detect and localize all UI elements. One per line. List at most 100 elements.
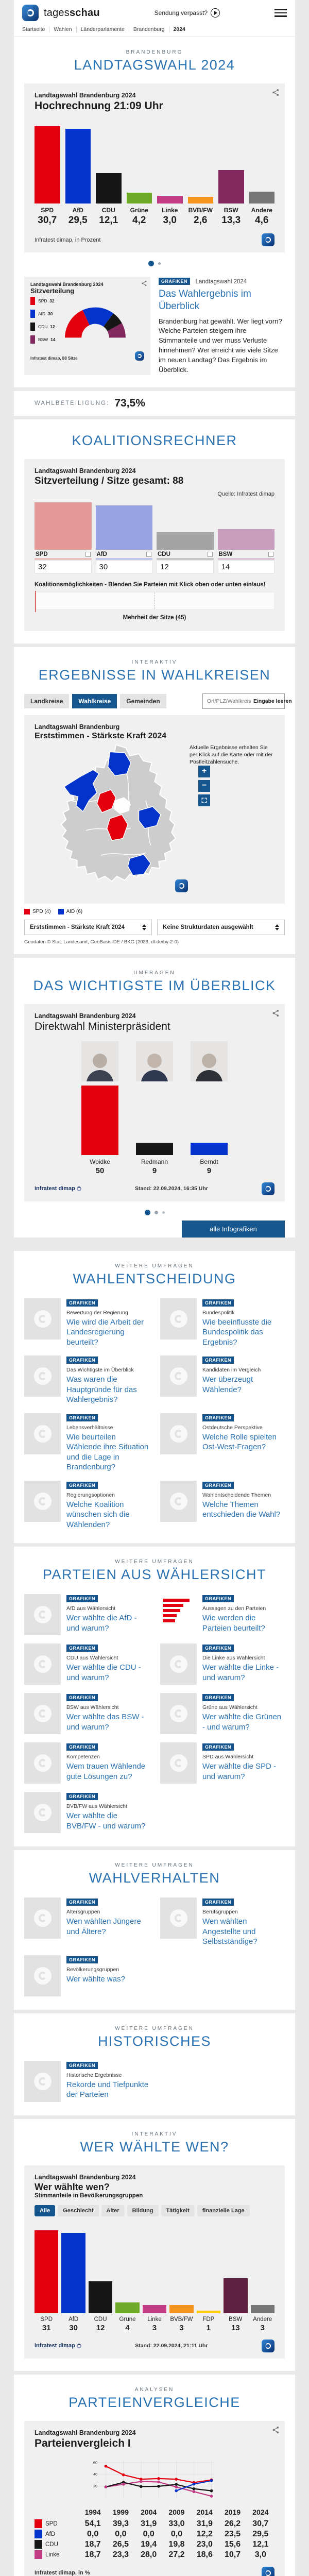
share-icon[interactable] bbox=[272, 2426, 280, 2436]
seat-input[interactable]: 14 bbox=[217, 560, 274, 573]
carousel-dot[interactable] bbox=[162, 1211, 165, 1214]
teaser-card[interactable]: GRAFIKEN Bevölkerungsgruppen Wer wählte wa… bbox=[24, 1955, 149, 1996]
carousel-dot[interactable] bbox=[158, 262, 161, 265]
zoom-out-button[interactable]: − bbox=[198, 779, 210, 792]
seat-bar[interactable] bbox=[95, 505, 152, 550]
teaser-card[interactable]: GRAFIKEN BVB/FW aus Wählersicht Wer wählte… bbox=[24, 1792, 149, 1834]
teaser-card[interactable]: GRAFIKEN Altersgruppen Wen wählten Jüngere… bbox=[24, 1897, 149, 1947]
bar-andere[interactable] bbox=[250, 2304, 274, 2313]
breadcrumb-item[interactable]: 2024 bbox=[173, 26, 185, 32]
teaser-card[interactable]: GRAFIKEN AfD aus Wählersicht Wer wählte di… bbox=[24, 1594, 149, 1636]
teaser-title[interactable]: Wer wählte was? bbox=[66, 1974, 125, 1984]
share-icon[interactable] bbox=[272, 89, 280, 99]
brand-wordmark[interactable]: tagesschau bbox=[44, 7, 100, 19]
teaser-card[interactable]: GRAFIKEN CDU aus Wählersicht Wer wählte di… bbox=[24, 1643, 149, 1685]
teaser-card[interactable]: GRAFIKEN Aussagen zu den Parteien Wie werd… bbox=[160, 1594, 285, 1636]
bar-andere[interactable] bbox=[249, 192, 274, 204]
bar-linke[interactable] bbox=[142, 2304, 167, 2313]
teaser-card[interactable]: GRAFIKEN Das Wichtigste im Überblick Was w… bbox=[24, 1355, 149, 1405]
filter-alter[interactable]: Alter bbox=[101, 2205, 125, 2216]
teaser-title[interactable]: Wie beurteilen Wählende ihre Situation u… bbox=[66, 1432, 149, 1472]
teaser-title[interactable]: Wer wählte die SPD - und warum? bbox=[202, 1762, 277, 1781]
sendung-verpasst-link[interactable]: Sendung verpasst? bbox=[154, 8, 220, 18]
teaser-card[interactable]: GRAFIKEN Bundespolitik Wie beeinflusste di… bbox=[160, 1298, 285, 1348]
filter-taetigkeit[interactable]: Tätigkeit bbox=[161, 2205, 195, 2216]
party-checkbox[interactable] bbox=[268, 551, 273, 557]
seat-bar[interactable] bbox=[217, 529, 274, 550]
bar-bvbfw[interactable] bbox=[169, 2304, 194, 2313]
bar-bsw[interactable] bbox=[218, 170, 244, 204]
teaser-title[interactable]: Wer wählte die BVB/FW - und warum? bbox=[66, 1811, 146, 1831]
teaser-title[interactable]: Wie wird die Arbeit der Landesregierung … bbox=[66, 1317, 144, 1347]
fullscreen-button[interactable] bbox=[198, 794, 210, 806]
teaser-title[interactable]: Welche Rolle spielten Ost-West-Fragen? bbox=[202, 1432, 277, 1452]
teaser-card[interactable]: GRAFIKEN Die Linke aus Wählersicht Wer wäh… bbox=[160, 1643, 285, 1685]
teaser-card[interactable]: GRAFIKEN Lebensverhältnisse Wie beurteilen… bbox=[24, 1413, 149, 1472]
bar-cdu[interactable] bbox=[88, 2281, 113, 2313]
candidate-bar[interactable] bbox=[81, 1085, 118, 1155]
teaser-card[interactable]: GRAFIKEN Kompetenzen Wem trauen Wählende g… bbox=[24, 1742, 149, 1784]
breadcrumb-item[interactable]: Länderparlamente bbox=[77, 26, 129, 32]
brandenburg-map[interactable] bbox=[39, 741, 193, 890]
seat-bar[interactable] bbox=[157, 532, 214, 550]
teaser-title[interactable]: Rekorde und Tiefpunkte der Parteien bbox=[66, 2080, 149, 2099]
teaser-title[interactable]: Wie werden die Parteien beurteilt? bbox=[202, 1614, 265, 1633]
bar-fdp[interactable] bbox=[196, 2310, 221, 2313]
search-input[interactable] bbox=[207, 698, 253, 704]
structdata-select[interactable]: Keine Strukturdaten ausgewählt bbox=[157, 919, 285, 935]
metric-select[interactable]: Erststimmen - Stärkste Kraft 2024 bbox=[24, 919, 152, 935]
tagesschau-logo-icon[interactable] bbox=[22, 5, 39, 21]
candidate-bar[interactable] bbox=[136, 1142, 173, 1155]
teaser-card[interactable]: GRAFIKEN Berufsgruppen Wen wählten Angeste… bbox=[160, 1897, 285, 1947]
zoom-in-button[interactable]: + bbox=[198, 765, 210, 777]
filter-finanzielle-lage[interactable]: finanzielle Lage bbox=[197, 2205, 250, 2216]
teaser-card[interactable]: GRAFIKEN Wahlentscheidende Themen Welche T… bbox=[160, 1480, 285, 1530]
teaser-title[interactable]: Wer überzeugt Wählende? bbox=[202, 1375, 253, 1394]
overview-teaser[interactable]: GRAFIKEN Landtagswahl 2024 Das Wahlergeb… bbox=[159, 277, 285, 375]
party-checkbox[interactable] bbox=[207, 551, 213, 557]
carousel-dot[interactable] bbox=[144, 1209, 150, 1215]
bar-bvbfw[interactable] bbox=[187, 197, 213, 204]
teaser-title[interactable]: Wen wählten Jüngere und Ältere? bbox=[66, 1917, 141, 1936]
majority-bar[interactable] bbox=[35, 590, 274, 612]
seat-input[interactable]: 30 bbox=[95, 560, 152, 573]
carousel-dot[interactable] bbox=[154, 1210, 158, 1214]
carousel-dot[interactable] bbox=[148, 261, 154, 266]
share-icon[interactable] bbox=[141, 280, 147, 289]
bar-afd[interactable] bbox=[61, 2232, 85, 2313]
bar-gruene[interactable] bbox=[115, 2302, 140, 2313]
teaser-title[interactable]: Wer wählte die AfD - und warum? bbox=[66, 1614, 137, 1633]
party-checkbox[interactable] bbox=[146, 551, 151, 557]
bar-gruene[interactable] bbox=[126, 193, 152, 204]
bar-spd[interactable] bbox=[35, 126, 60, 204]
teaser-title[interactable]: Wie beeinflusste die Bundespolitik das E… bbox=[202, 1317, 272, 1347]
bar-spd[interactable] bbox=[35, 2230, 59, 2313]
teaser-title[interactable]: Das Wahlergebnis im Überblick bbox=[159, 289, 251, 312]
tab-gemeinden[interactable]: Gemeinden bbox=[120, 693, 166, 708]
teaser-title[interactable]: Wer wählte die Linke - und warum? bbox=[202, 1663, 279, 1682]
breadcrumb-item[interactable]: Startseite bbox=[22, 26, 50, 32]
party-checkbox[interactable] bbox=[85, 551, 91, 557]
bar-linke[interactable] bbox=[157, 196, 183, 204]
breadcrumb-item[interactable]: Brandenburg bbox=[129, 26, 169, 32]
bar-cdu[interactable] bbox=[96, 173, 122, 204]
teaser-card[interactable]: GRAFIKEN Regierungsoptionen Welche Koaliti… bbox=[24, 1480, 149, 1530]
filter-geschlecht[interactable]: Geschlecht bbox=[58, 2205, 99, 2216]
teaser-title[interactable]: Was waren die Hauptgründe für das Wahler… bbox=[66, 1375, 137, 1404]
teaser-card[interactable]: GRAFIKEN BSW aus Wählersicht Wer wählte da… bbox=[24, 1693, 149, 1735]
filter-alle[interactable]: Alle bbox=[35, 2205, 56, 2216]
teaser-card[interactable]: GRAFIKEN SPD aus Wählersicht Wer wählte di… bbox=[160, 1742, 285, 1784]
tab-wahlkreise[interactable]: Wahlkreise bbox=[72, 693, 117, 708]
filter-bildung[interactable]: Bildung bbox=[127, 2205, 159, 2216]
candidate-bar[interactable] bbox=[191, 1142, 228, 1155]
teaser-title[interactable]: Welche Themen entschieden die Wahl? bbox=[202, 1500, 281, 1519]
seat-input[interactable]: 12 bbox=[157, 560, 214, 573]
teaser-card[interactable]: GRAFIKEN Grüne aus Wählersicht Wer wählte … bbox=[160, 1693, 285, 1735]
teaser-card[interactable]: GRAFIKEN Kandidaten im Vergleich Wer überz… bbox=[160, 1355, 285, 1405]
teaser-title[interactable]: Wer wählte das BSW - und warum? bbox=[66, 1713, 144, 1732]
teaser-card[interactable]: GRAFIKEN Historische Ergebnisse Rekorde un… bbox=[24, 2060, 149, 2102]
sitzverteilung-card[interactable]: Landtagswahl Brandenburg 2024 Sitzvertei… bbox=[24, 277, 150, 375]
clear-search-button[interactable]: Eingabe leeren bbox=[253, 698, 292, 704]
tab-landkreise[interactable]: Landkreise bbox=[24, 693, 70, 708]
breadcrumb-item[interactable]: Wahlen bbox=[49, 26, 77, 32]
